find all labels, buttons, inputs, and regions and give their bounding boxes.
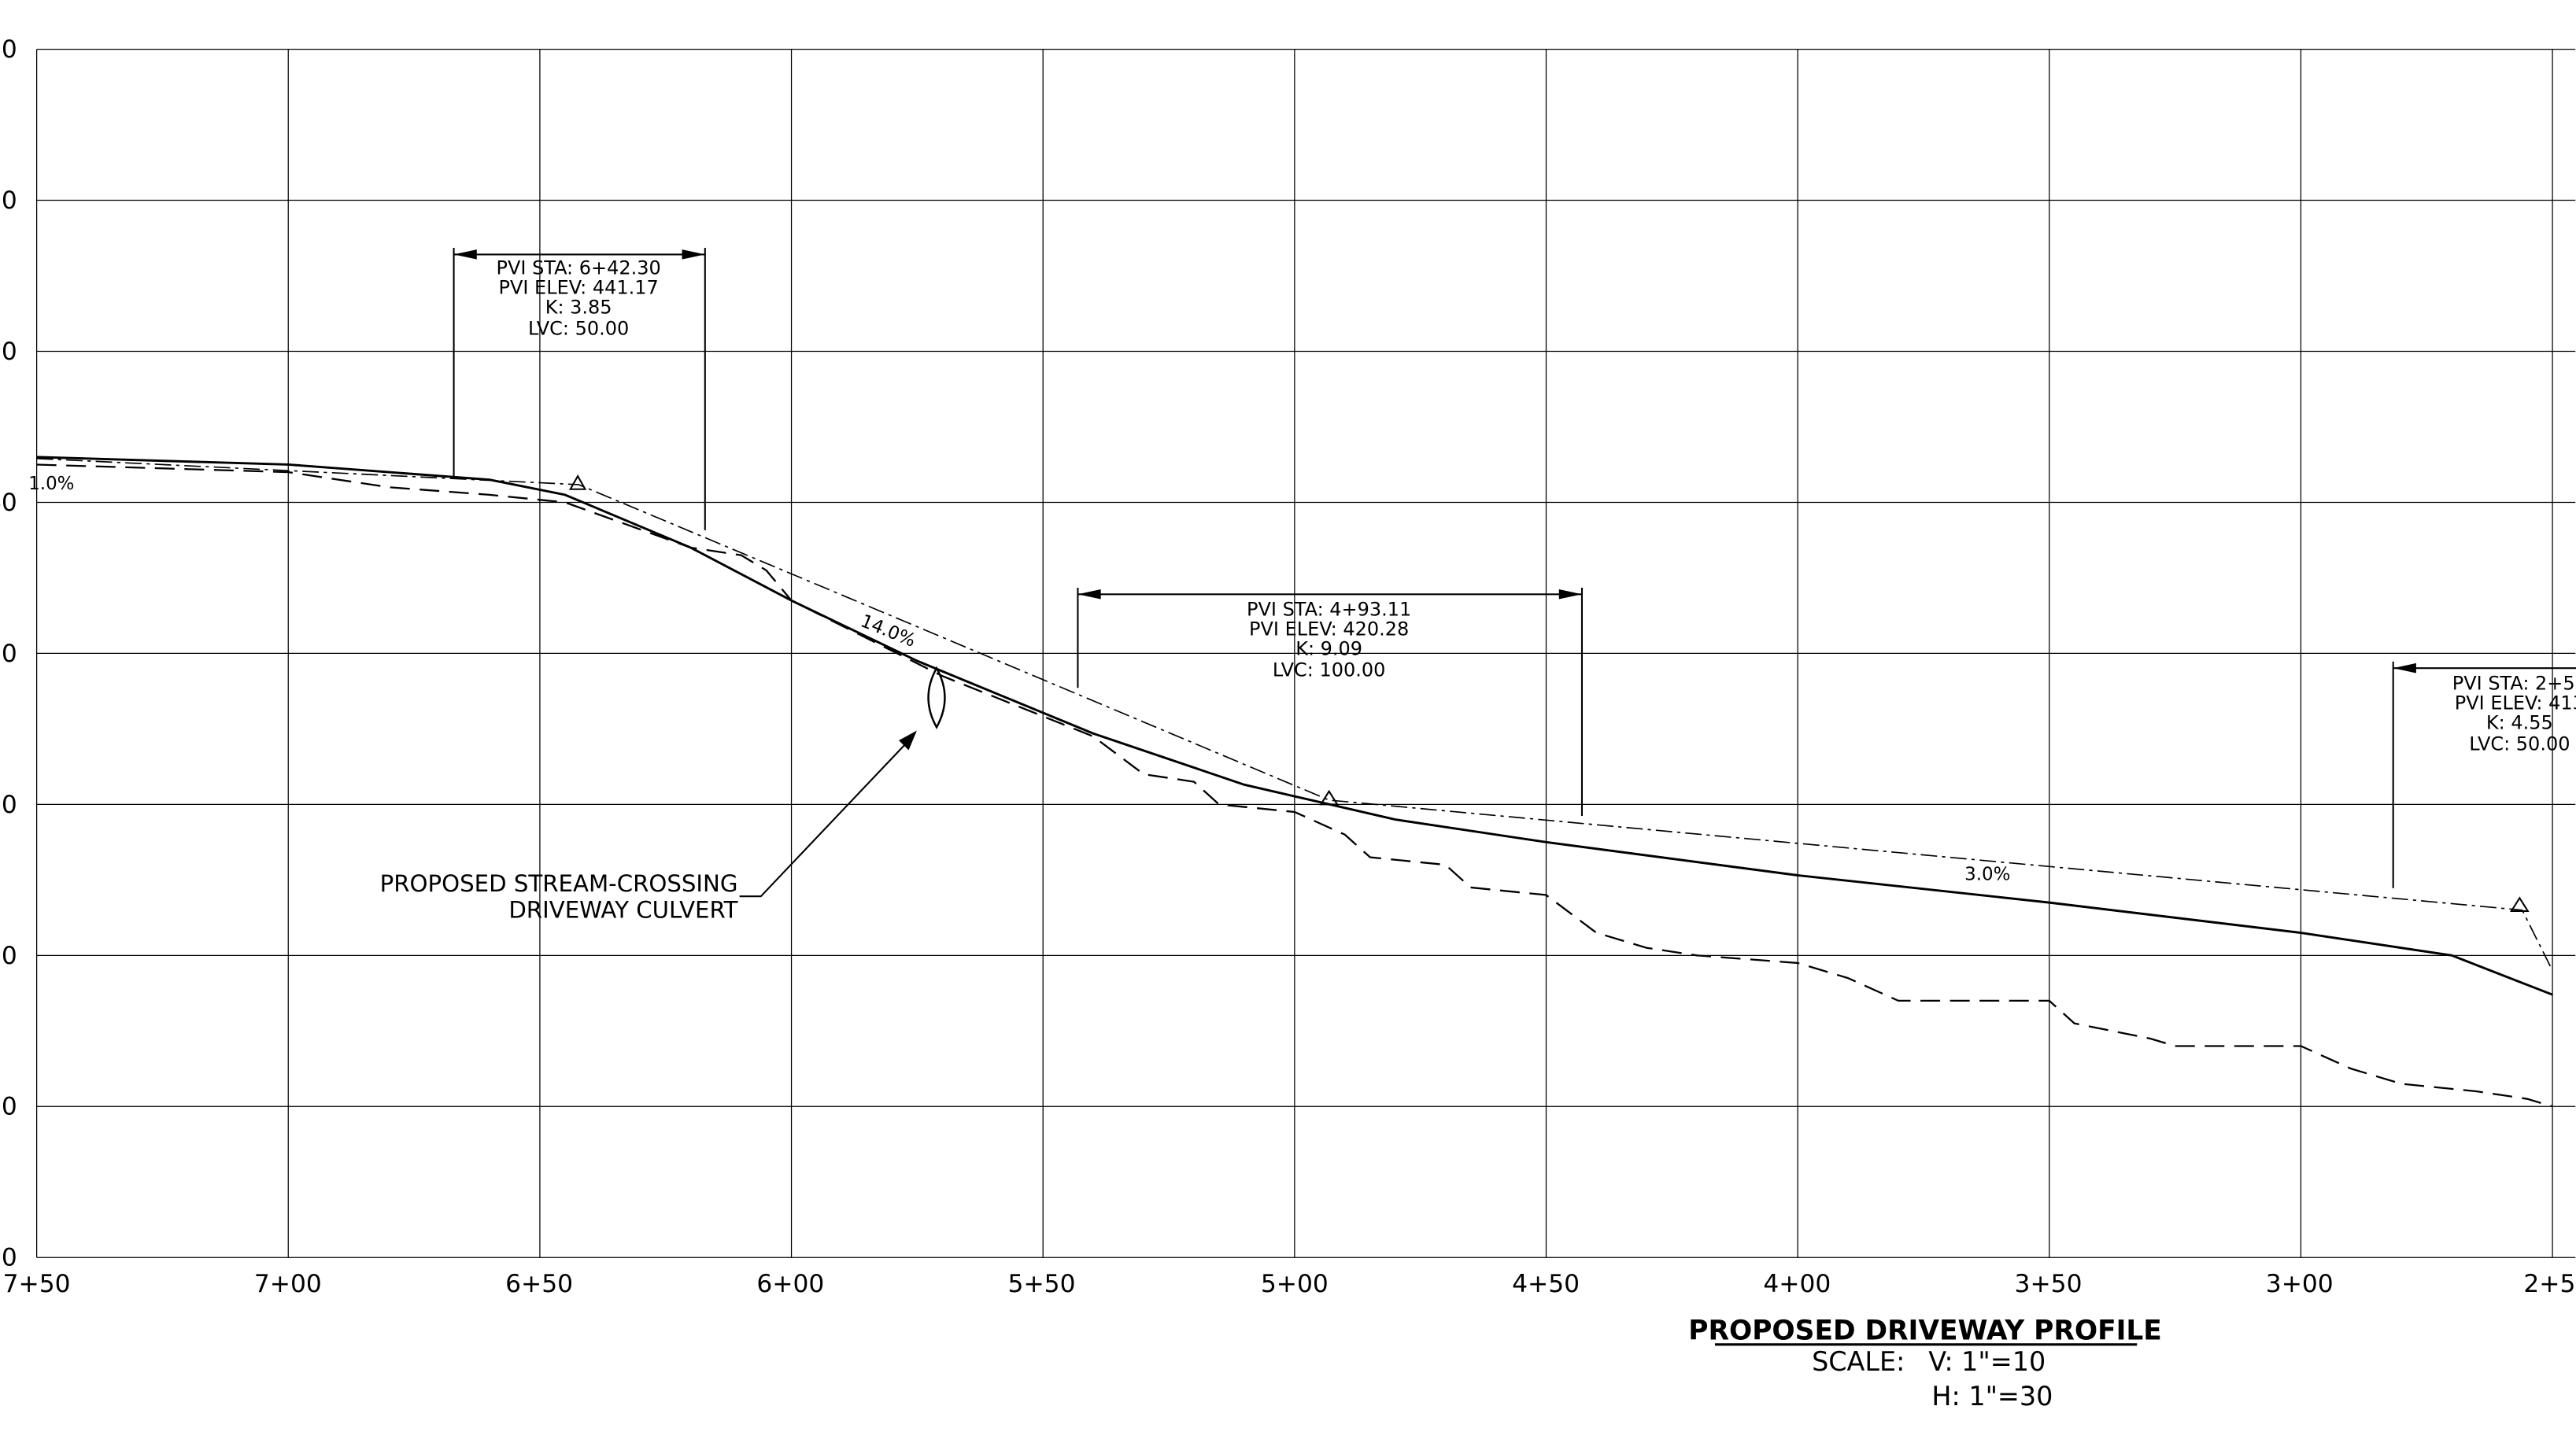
grade-label: 14.0% bbox=[858, 611, 918, 651]
profile-title: PROPOSED DRIVEWAY PROFILE bbox=[1688, 1316, 2162, 1347]
dimension-arrow bbox=[2393, 662, 2416, 674]
culvert-note-line2: DRIVEWAY CULVERT bbox=[508, 896, 737, 923]
profile-line-dashed bbox=[36, 463, 2553, 1108]
profile-series bbox=[36, 456, 2553, 1108]
pvi-markers bbox=[568, 474, 2530, 913]
y-tick-label: 90 bbox=[0, 1244, 17, 1272]
pvi-k-value: K: 3.85 bbox=[545, 297, 612, 319]
y-tick-label: 60 bbox=[0, 186, 17, 215]
pvi-elevation: PVI ELEV: 413 bbox=[2455, 692, 2576, 714]
x-tick-label: 3+00 bbox=[2266, 1270, 2334, 1298]
pvi-k-value: K: 9.09 bbox=[1295, 637, 1362, 659]
pvi-callout: PVI STA: 4+93.11 PVI ELEV: 420.28 K: 9.0… bbox=[1077, 587, 1584, 816]
profile-line-dash-dot bbox=[36, 457, 2553, 971]
x-tick-label: 4+50 bbox=[1512, 1270, 1580, 1298]
x-axis-labels: 7+50 7+00 6+50 6+00 5+50 5+00 4+50 4+00 … bbox=[3, 1270, 2576, 1298]
x-tick-label: 4+00 bbox=[1763, 1270, 1831, 1298]
x-tick-label: 5+50 bbox=[1008, 1270, 1076, 1298]
x-tick-label: 6+00 bbox=[756, 1270, 824, 1298]
pvi-callout: PVI STA: 2+56 PVI ELEV: 413 K: 4.55 LVC:… bbox=[2392, 661, 2576, 888]
y-tick-label: 40 bbox=[0, 489, 17, 517]
profile-line-solid bbox=[36, 456, 2553, 996]
y-tick-label: 00 bbox=[0, 1093, 17, 1121]
y-tick-label: 50 bbox=[0, 338, 17, 366]
culvert-leader bbox=[739, 735, 915, 898]
pvi-k-value: K: 4.55 bbox=[2486, 711, 2553, 733]
pvi-elevation: PVI ELEV: 441.17 bbox=[498, 276, 658, 298]
grade-labels: 1.0% 14.0% 3.0% bbox=[28, 474, 2010, 885]
pvi-elevation: PVI ELEV: 420.28 bbox=[1249, 618, 1409, 640]
pvi-triangle-marker bbox=[2510, 896, 2530, 913]
pvi-triangle-marker bbox=[1319, 789, 1339, 806]
x-tick-label: 5+00 bbox=[1261, 1270, 1329, 1298]
pvi-lvc: LVC: 50.00 bbox=[528, 318, 629, 340]
culvert-note-line1: PROPOSED STREAM-CROSSING bbox=[380, 870, 738, 897]
leader-arrowhead bbox=[899, 730, 917, 751]
y-tick-label: 70 bbox=[0, 35, 17, 64]
grade-label: 1.0% bbox=[28, 474, 74, 494]
x-tick-label: 2+50 bbox=[2523, 1270, 2576, 1298]
dimension-arrow bbox=[1077, 589, 1101, 600]
dimension-arrow bbox=[453, 249, 477, 260]
x-tick-label: 7+00 bbox=[254, 1270, 322, 1298]
pvi-station: PVI STA: 6+42.30 bbox=[497, 256, 661, 279]
pvi-lvc: LVC: 50.00 bbox=[2469, 733, 2570, 755]
dimension-arrow bbox=[1558, 589, 1582, 600]
pvi-triangle-marker bbox=[568, 474, 587, 490]
y-tick-label: 20 bbox=[0, 791, 17, 819]
grade-label: 3.0% bbox=[1964, 864, 2010, 884]
y-tick-label: 30 bbox=[0, 640, 17, 668]
pvi-station: PVI STA: 4+93.11 bbox=[1247, 598, 1411, 620]
profile-grid bbox=[35, 48, 2576, 1258]
title-block: PROPOSED DRIVEWAY PROFILE SCALE: V: 1"=1… bbox=[1688, 1316, 2162, 1412]
horizontal-scale: H: 1"=30 bbox=[1931, 1381, 2053, 1412]
vertical-scale: V: 1"=10 bbox=[1928, 1346, 2046, 1377]
y-tick-label: 10 bbox=[0, 942, 17, 970]
scale-label: SCALE: bbox=[1812, 1346, 1905, 1377]
pvi-callout: PVI STA: 6+42.30 PVI ELEV: 441.17 K: 3.8… bbox=[453, 248, 706, 530]
pvi-lvc: LVC: 100.00 bbox=[1273, 659, 1386, 681]
culvert-symbol bbox=[927, 666, 946, 729]
y-axis-labels: 70 60 50 40 30 20 10 00 90 bbox=[0, 35, 17, 1272]
x-tick-label: 6+50 bbox=[505, 1270, 573, 1298]
x-tick-label: 7+50 bbox=[3, 1270, 71, 1298]
pvi-station: PVI STA: 2+56 bbox=[2452, 672, 2576, 694]
x-tick-label: 3+50 bbox=[2015, 1270, 2083, 1298]
dimension-arrow bbox=[682, 249, 705, 260]
